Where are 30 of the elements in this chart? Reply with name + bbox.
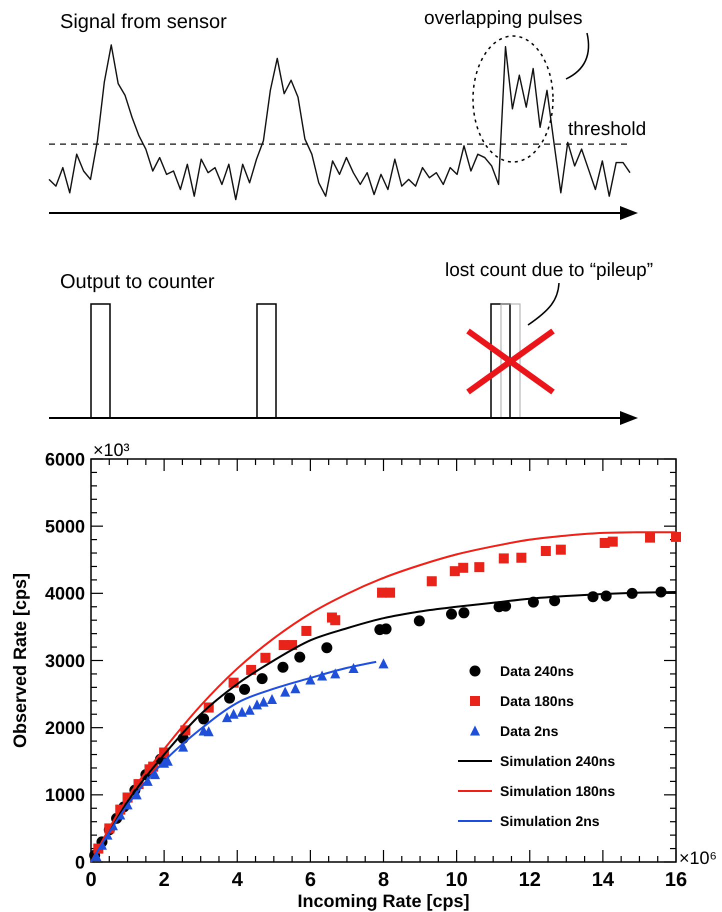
legend-label: Simulation 240ns — [500, 752, 616, 769]
x-tick-label: 4 — [232, 869, 244, 891]
legend-label: Data 240ns — [500, 662, 574, 679]
x-tick-label: 12 — [518, 869, 541, 891]
chart-title: Signal from sensor — [60, 11, 228, 33]
legend-label: Data 180ns — [500, 692, 574, 709]
x-tick-label: 2 — [158, 869, 170, 891]
x-tick-label: 16 — [664, 869, 688, 891]
y-tick-label: 0 — [74, 852, 85, 872]
text: lost count due to “pileup” — [445, 260, 654, 281]
y-tick-label: 2000 — [44, 718, 85, 738]
x-axis-title: Incoming Rate [cps] — [297, 891, 470, 911]
legend-label: Simulation 2ns — [500, 812, 600, 829]
x-tick-label: 6 — [304, 869, 316, 891]
x-tick-label: 8 — [378, 869, 390, 891]
text: overlapping pulses — [424, 8, 582, 29]
y-tick-label: 4000 — [44, 584, 85, 604]
y-tick-label: 6000 — [44, 449, 85, 470]
y-tick-label: 3000 — [44, 650, 85, 671]
text: ×10⁶ — [679, 848, 717, 868]
y-tick-label: 5000 — [44, 516, 85, 536]
x-tick-label: 10 — [446, 869, 468, 891]
text: Output to counter — [60, 271, 215, 293]
y-axis-title: Observed Rate [cps] — [10, 572, 30, 748]
ref-line-label: threshold — [568, 119, 646, 140]
legend-label: Simulation 180ns — [500, 782, 616, 799]
legend-label: Data 2ns — [500, 722, 559, 739]
annotation: ×10³ — [93, 440, 130, 460]
x-tick-label: 14 — [592, 869, 615, 891]
y-tick-label: 1000 — [44, 785, 85, 806]
